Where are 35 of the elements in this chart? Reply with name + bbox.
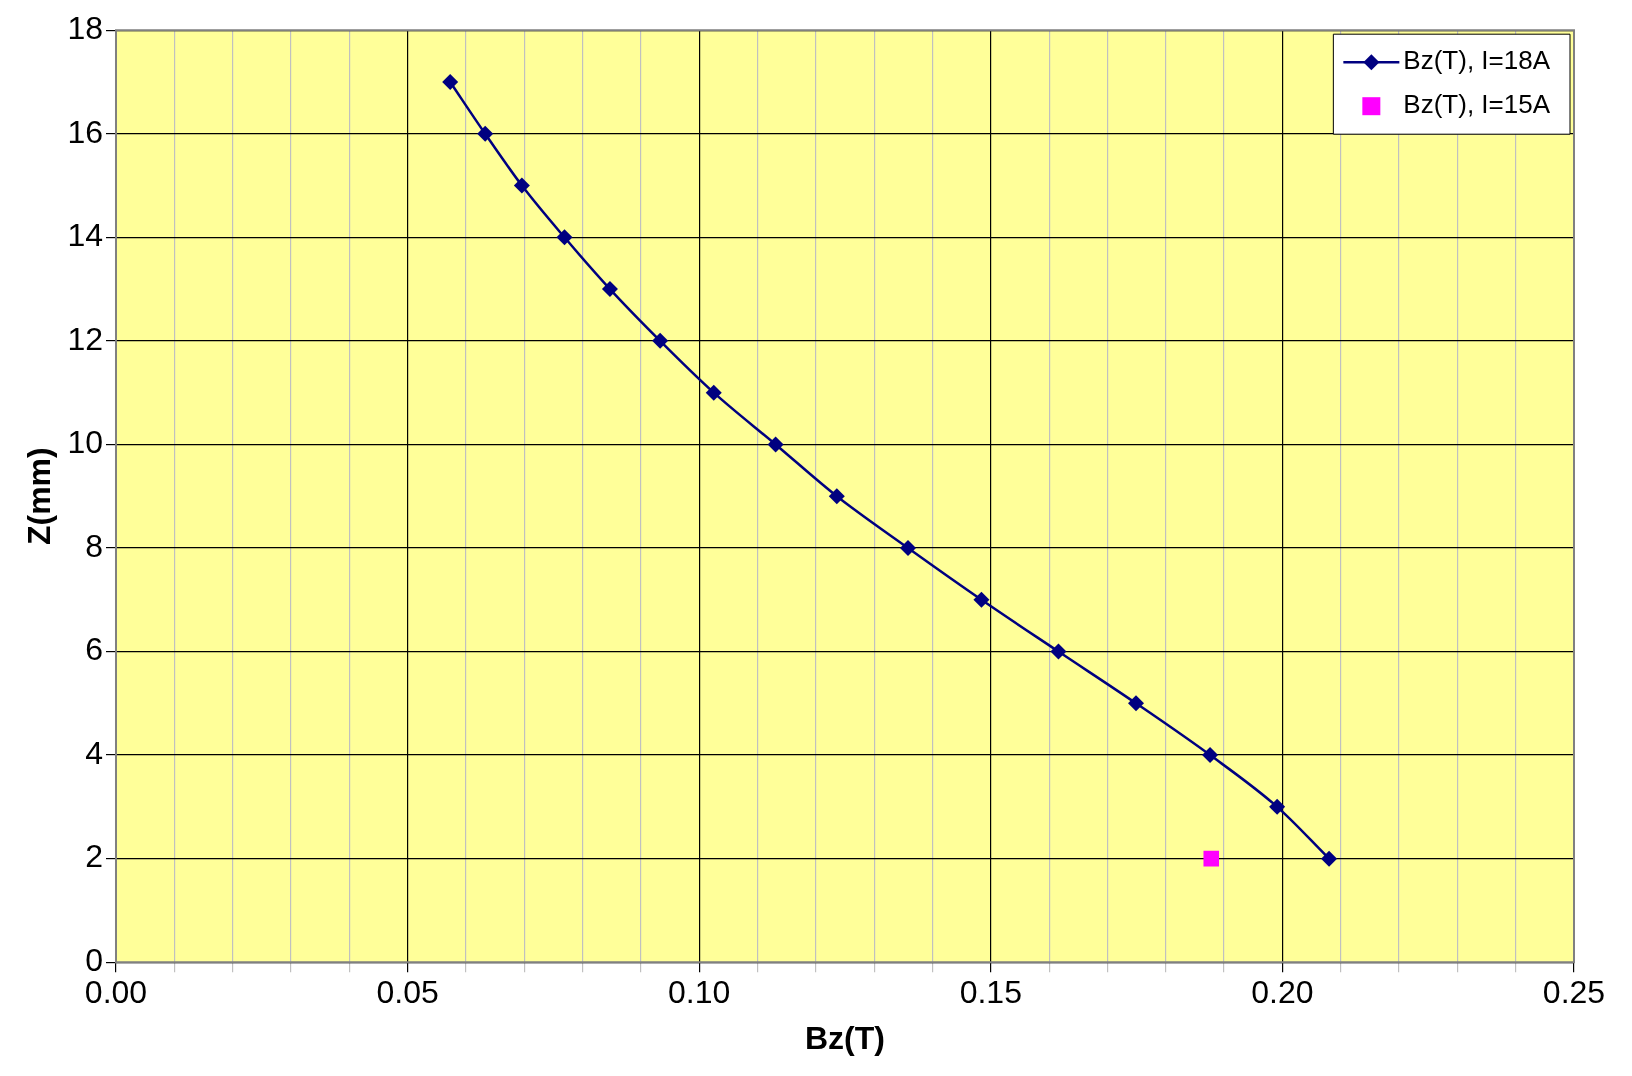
point — [513, 177, 530, 194]
point — [899, 539, 916, 556]
point — [601, 281, 618, 298]
x-tick-label: 0.10 — [668, 974, 731, 1011]
point — [705, 384, 722, 401]
point — [1050, 643, 1067, 660]
y-tick-label: 10 — [67, 424, 103, 461]
x-tick-label: 0.05 — [376, 974, 439, 1011]
point — [828, 488, 845, 505]
point — [1202, 747, 1219, 764]
y-tick-label: 12 — [67, 320, 103, 357]
point — [1128, 695, 1145, 712]
point — [556, 229, 573, 246]
x-tick-label: 0.15 — [959, 974, 1022, 1011]
point — [1269, 798, 1286, 815]
y-tick-label: 16 — [67, 113, 103, 150]
point — [442, 73, 459, 90]
point — [1321, 850, 1338, 867]
point — [652, 332, 669, 349]
y-tick-label: 14 — [67, 217, 103, 254]
point — [767, 436, 784, 453]
y-tick-label: 6 — [85, 631, 103, 668]
x-tick-label: 0.25 — [1542, 974, 1606, 1011]
legend-label: Bz(T), I=18A — [1403, 45, 1551, 76]
point — [477, 125, 494, 142]
y-tick-label: 2 — [85, 838, 103, 875]
point — [1203, 850, 1220, 867]
y-tick-label: 18 — [67, 10, 103, 47]
x-tick-label: 0.20 — [1251, 974, 1314, 1011]
y-tick-label: 8 — [85, 527, 103, 564]
point — [973, 591, 990, 608]
legend-label: Bz(T), I=15A — [1403, 89, 1551, 120]
y-axis-title: Z(mm) — [21, 447, 58, 546]
y-tick-label: 4 — [85, 734, 103, 771]
x-axis-title: Bz(T) — [805, 1019, 885, 1056]
